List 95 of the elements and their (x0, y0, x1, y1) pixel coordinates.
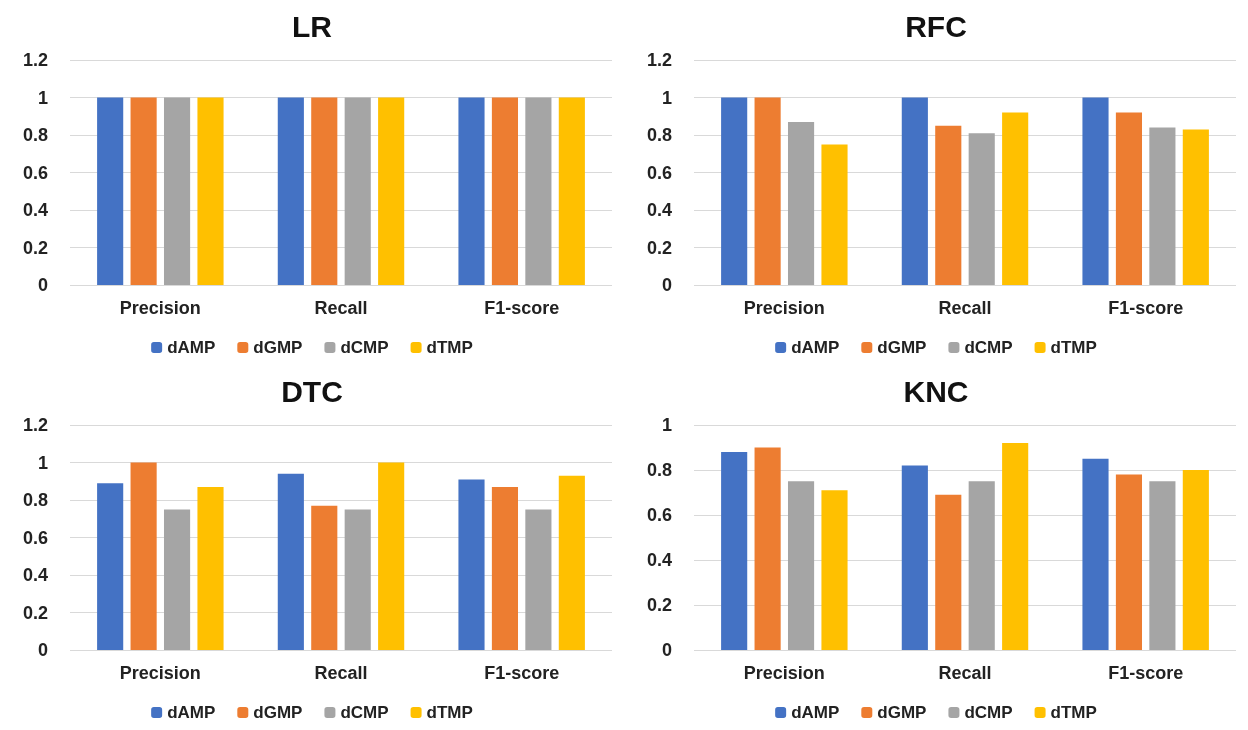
y-tick-label: 0.2 (646, 237, 672, 258)
bar (163, 509, 191, 650)
bar (311, 505, 338, 650)
y-tick-label: 0.8 (22, 490, 48, 510)
y-tick-label: 0.4 (646, 550, 672, 570)
x-tick-label: Precision (119, 663, 201, 683)
x-tick-label: Recall (314, 298, 368, 318)
y-tick-label: 0 (661, 640, 672, 660)
legend-label: dCMP (964, 338, 1013, 357)
bar (754, 97, 781, 285)
bar (1149, 481, 1176, 650)
x-tick-label: Recall (938, 298, 992, 318)
legend-label: dCMP (340, 703, 389, 722)
y-tick-label: 1 (37, 452, 48, 473)
bar (558, 475, 585, 650)
bar (277, 473, 304, 650)
bar (1182, 129, 1209, 285)
y-tick-label: 0.4 (646, 200, 672, 220)
y-tick-label: 0 (661, 275, 672, 295)
legend-label: dCMP (340, 338, 389, 357)
y-tick-label: 0.8 (646, 125, 672, 145)
legend-label: dTMP (1050, 338, 1097, 357)
y-tick-label: 0.8 (22, 125, 48, 145)
legend-label: dTMP (426, 338, 473, 357)
legend-label: dAMP (167, 338, 216, 357)
bar (1002, 443, 1029, 650)
bar (491, 486, 519, 650)
y-tick-label: 0.8 (646, 460, 672, 480)
bar (97, 483, 124, 650)
x-tick-label: F1-score (484, 663, 560, 683)
bar (935, 125, 962, 285)
bar (754, 447, 781, 650)
bar (130, 462, 157, 650)
y-tick-label: 0.2 (22, 237, 48, 258)
bar (787, 481, 815, 650)
bar (1182, 470, 1209, 650)
bar (1149, 127, 1176, 285)
bar (935, 494, 962, 650)
chart-title: KNC (903, 374, 969, 408)
bar (721, 452, 748, 650)
y-tick-label: 0.4 (22, 200, 48, 220)
legend-label: dCMP (964, 703, 1013, 722)
y-tick-label: 0.2 (646, 595, 672, 615)
x-tick-label: F1-score (1108, 298, 1184, 318)
y-tick-label: 0.6 (22, 527, 48, 548)
bar (378, 462, 405, 650)
y-tick-label: 1.2 (646, 50, 672, 70)
bar (525, 509, 552, 650)
legend-label: dAMP (167, 703, 216, 722)
y-tick-label: 0 (37, 275, 48, 295)
bar (821, 490, 848, 650)
y-tick-label: 1.2 (22, 415, 48, 435)
bar (1115, 474, 1143, 650)
chart-title: RFC (905, 9, 967, 43)
y-tick-label: 1 (661, 87, 672, 108)
x-tick-label: Precision (119, 298, 201, 318)
bar (1002, 112, 1029, 285)
y-tick-label: 0.4 (22, 565, 48, 585)
bar (787, 121, 815, 285)
y-tick-label: 0.6 (646, 162, 672, 183)
bar (821, 144, 848, 285)
y-tick-label: 0 (37, 640, 48, 660)
y-tick-label: 0.6 (646, 505, 672, 525)
bar (968, 133, 995, 285)
legend-label: dGMP (877, 338, 927, 357)
bar (197, 486, 224, 650)
bar (901, 97, 928, 285)
x-tick-label: Precision (743, 298, 825, 318)
x-tick-label: F1-score (484, 298, 560, 318)
bar (458, 479, 485, 650)
legend-label: dGMP (877, 703, 927, 722)
y-tick-label: 0.6 (22, 162, 48, 183)
y-tick-label: 1 (661, 415, 672, 435)
bar (721, 97, 748, 285)
y-tick-label: 1.2 (22, 50, 48, 70)
x-tick-label: F1-score (1108, 663, 1184, 683)
bar (1082, 458, 1109, 650)
chart-title: DTC (281, 374, 343, 408)
x-tick-label: Recall (938, 663, 992, 683)
bar (1082, 97, 1109, 285)
legend-label: dGMP (253, 703, 303, 722)
legend-label: dGMP (253, 338, 303, 357)
legend-label: dTMP (426, 703, 473, 722)
legend-label: dAMP (791, 703, 840, 722)
bar (344, 509, 371, 650)
bar (901, 465, 928, 650)
y-tick-label: 0.2 (22, 602, 48, 623)
x-tick-label: Recall (314, 663, 368, 683)
legend-label: dAMP (791, 338, 840, 357)
bar (1115, 112, 1143, 285)
x-tick-label: Precision (743, 663, 825, 683)
y-tick-label: 1 (37, 87, 48, 108)
chart-title: LR (292, 9, 333, 43)
legend-label: dTMP (1050, 703, 1097, 722)
bar (968, 481, 995, 650)
